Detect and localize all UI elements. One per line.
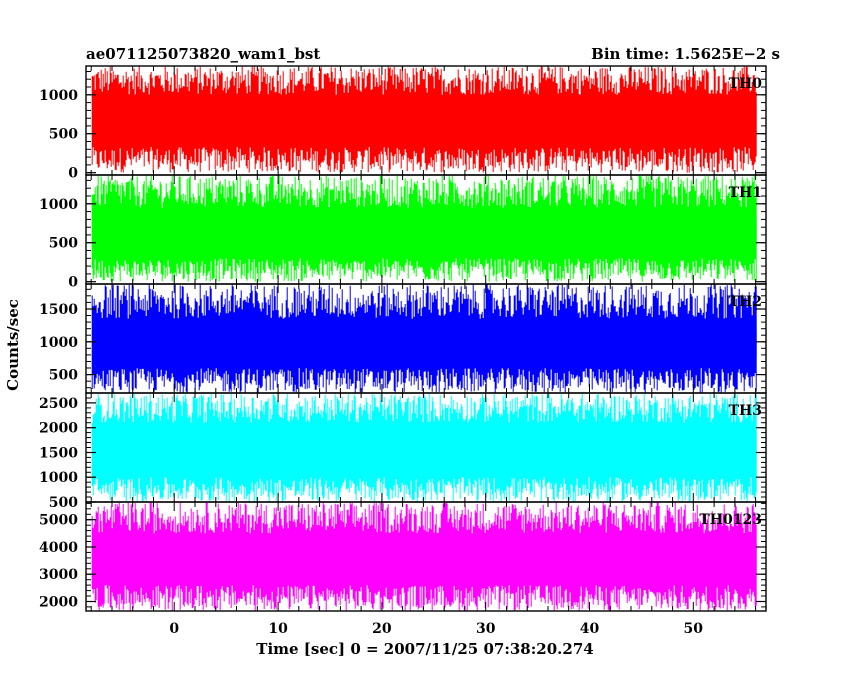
chart-title: ae071125073820_wam1_bst <box>86 45 320 63</box>
y-tick-label: 0 <box>68 166 78 182</box>
y-tick-label: 4000 <box>39 540 78 556</box>
series-label-th1: TH1 <box>729 185 762 201</box>
y-axis-label: Counts/sec <box>4 299 22 391</box>
panel-th0123: 2000 3000 4000 5000 TH0123 <box>39 501 767 612</box>
y-tick-label: 3000 <box>39 567 78 583</box>
series-th1-band <box>92 218 757 247</box>
x-axis: 0 10 20 30 40 50 <box>169 621 703 637</box>
panel-frame <box>85 501 767 612</box>
series-th0123-noise <box>91 502 757 611</box>
panels: 0 500 1000 TH0 0 500 1000 TH1 500 1000 1500 TH2 500 1… <box>39 65 767 612</box>
y-tick-label: 500 <box>49 127 78 143</box>
y-tick-label: 500 <box>49 368 78 384</box>
y-tick-label: 1000 <box>39 470 78 486</box>
y-tick-label: 1000 <box>39 335 78 351</box>
series-th0-band <box>92 106 757 135</box>
panel-th2: 500 1000 1500 TH2 <box>39 283 767 394</box>
series-label-th2: TH2 <box>729 294 762 310</box>
series-th3-noise <box>91 393 757 502</box>
series-th3-band <box>92 434 757 465</box>
bin-time-label: Bin time: 1.5625E−2 s <box>591 45 780 63</box>
y-tick-label: 1500 <box>39 302 78 318</box>
series-th0-noise <box>91 66 757 173</box>
y-tick-label: 2000 <box>39 421 78 437</box>
series-label-th0: TH0 <box>729 76 763 92</box>
x-tick-label: 0 <box>169 621 179 637</box>
x-tick-label: 50 <box>684 621 704 637</box>
y-tick-label: 2500 <box>39 396 78 412</box>
y-tick-label: 500 <box>49 495 78 511</box>
y-tick-label: 0 <box>68 275 78 291</box>
y-tick-label: 5000 <box>39 513 78 529</box>
series-th1-noise <box>91 175 757 282</box>
series-label-th0123: TH0123 <box>699 512 762 528</box>
panel-th0: 0 500 1000 TH0 <box>39 65 767 182</box>
x-tick-label: 20 <box>372 621 392 637</box>
panel-th3: 500 1000 1500 2000 2500 TH3 <box>39 392 767 511</box>
series-th2-band <box>92 329 757 357</box>
y-tick-label: 1000 <box>39 88 78 104</box>
series-th0123-band <box>92 544 757 573</box>
y-tick-label: 2000 <box>39 595 78 611</box>
y-tick-label: 1500 <box>39 446 78 462</box>
x-tick-label: 30 <box>476 621 496 637</box>
y-tick-label: 500 <box>49 236 78 252</box>
series-th2-noise <box>91 284 757 393</box>
y-tick-label: 1000 <box>39 197 78 213</box>
x-tick-label: 10 <box>268 621 288 637</box>
panel-th1: 0 500 1000 TH1 <box>39 174 767 291</box>
series-label-th3: TH3 <box>729 403 762 419</box>
x-axis-label: Time [sec] 0 = 2007/11/25 07:38:20.274 <box>256 640 593 658</box>
x-tick-label: 40 <box>580 621 600 637</box>
